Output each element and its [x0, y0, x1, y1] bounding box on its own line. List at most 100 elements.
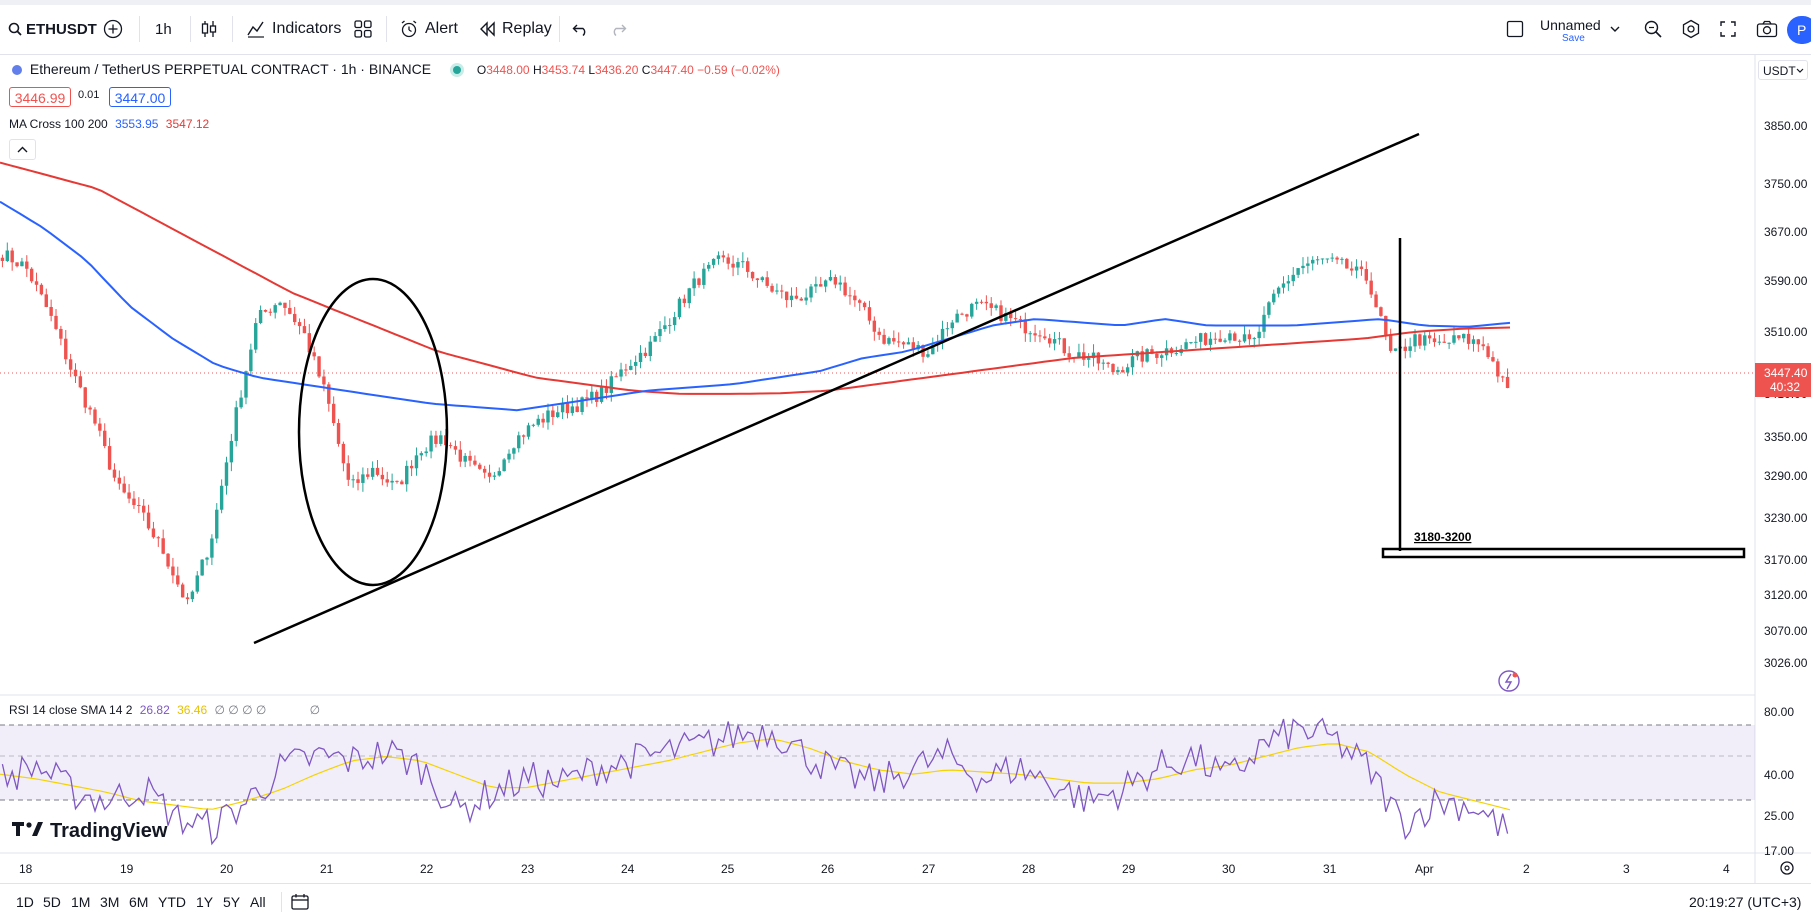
candle-body	[1403, 346, 1407, 351]
candle-body	[20, 261, 24, 267]
candle-body	[1476, 339, 1481, 345]
undo-icon	[572, 21, 590, 37]
calendar-icon	[290, 894, 310, 916]
sell-price-button[interactable]: 3446.99	[9, 87, 71, 107]
candle-body	[395, 480, 399, 482]
indicators-button[interactable]: Indicators	[246, 16, 341, 42]
candle-body	[1086, 358, 1091, 360]
clock-label[interactable]: 20:19:27 (UTC+3)	[1689, 894, 1802, 910]
plus-circle-icon	[103, 19, 123, 39]
range-button[interactable]: 5D	[43, 894, 61, 910]
candle-body	[258, 309, 263, 324]
candle-body	[1276, 287, 1281, 294]
candle-body	[224, 462, 229, 486]
symbol-title[interactable]: Ethereum / TetherUS PERPETUAL CONTRACT ·…	[29, 61, 432, 77]
candle-body	[1432, 338, 1437, 343]
range-button[interactable]: 1Y	[196, 894, 214, 910]
chart-canvas[interactable]: 3180-3200 3850.00 3750.00 3670.00 3590.0…	[0, 55, 1811, 883]
bottom-toolbar: 1D 5D 1M 3M 6M YTD 1Y 5Y All 20:19:27 (U…	[0, 883, 1811, 920]
candle-body	[156, 537, 161, 539]
candle-body	[741, 261, 745, 263]
candle-body	[531, 424, 536, 426]
layout-checkbox[interactable]	[1506, 16, 1524, 42]
buy-price-button[interactable]: 3447.00	[109, 87, 171, 107]
date-range-button[interactable]	[290, 892, 310, 917]
candle-body	[200, 559, 204, 576]
candle-body	[1028, 333, 1032, 335]
candle-body	[911, 342, 916, 350]
symbol-logo-icon	[12, 65, 22, 75]
candle-body	[122, 483, 126, 493]
candle-body	[327, 384, 331, 404]
candle-body	[633, 362, 638, 366]
date-tick: 20	[220, 862, 234, 876]
candle-body	[896, 341, 901, 343]
candle-body	[239, 397, 243, 408]
candle-body	[419, 453, 424, 456]
candle-body	[736, 262, 740, 268]
interval-button[interactable]: 1h	[155, 20, 172, 38]
tradingview-logo[interactable]: TradingView	[12, 820, 167, 843]
layout-name-button[interactable]: Unnamed Save	[1540, 17, 1608, 45]
candle-body	[1062, 338, 1067, 354]
range-button[interactable]: All	[250, 894, 266, 910]
toolbar-separator	[190, 16, 191, 42]
candle-body	[215, 509, 219, 539]
quick-search-button[interactable]	[1643, 16, 1663, 42]
range-button[interactable]: 6M	[129, 894, 149, 910]
trendline-drawing[interactable]	[253, 132, 1420, 645]
candle-body	[945, 328, 950, 330]
replay-label: Replay	[502, 20, 552, 37]
replay-button[interactable]: Replay	[478, 16, 552, 42]
range-button[interactable]: 3M	[100, 894, 120, 910]
range-button[interactable]: 1M	[71, 894, 91, 910]
symbol-search[interactable]: ETHUSDT	[8, 16, 97, 42]
price-axis[interactable]: 3850.00 3750.00 3670.00 3590.00 3510.00 …	[1764, 119, 1808, 858]
ma-200-line	[0, 161, 1511, 395]
candle-body	[950, 322, 954, 329]
currency-selector[interactable]: USDT	[1758, 60, 1808, 80]
range-button[interactable]: 5Y	[223, 894, 241, 910]
collapse-legend-button[interactable]	[9, 139, 36, 160]
lightning-icon[interactable]	[1498, 670, 1520, 692]
candle-body	[405, 465, 409, 485]
undo-button[interactable]	[572, 16, 590, 42]
publish-button[interactable]: P	[1787, 16, 1811, 44]
chart-type-button[interactable]	[199, 16, 219, 42]
settings-button[interactable]	[1681, 16, 1701, 42]
alert-button[interactable]: Alert	[399, 16, 458, 42]
layout-templates-button[interactable]	[353, 16, 373, 42]
candle-body	[1349, 268, 1354, 271]
range-button[interactable]: YTD	[158, 894, 186, 910]
layout-menu-button[interactable]	[1609, 16, 1621, 42]
fullscreen-button[interactable]	[1719, 16, 1737, 42]
time-axis[interactable]: 18 19 20 21 22 23 24 25 26 27 28 29 30 3…	[19, 862, 1730, 876]
axis-settings-icon[interactable]	[1780, 861, 1794, 875]
gear-icon	[1681, 19, 1701, 39]
ma-legend[interactable]: MA Cross 100 200 3553.95 3547.12	[9, 117, 209, 131]
symbol-label: ETHUSDT	[26, 20, 97, 38]
price-tick: 3290.00	[1764, 469, 1808, 483]
ellipse-drawing[interactable]	[297, 277, 449, 587]
candle-body	[858, 300, 862, 303]
candle-body	[132, 498, 136, 506]
candle-body	[1330, 257, 1334, 259]
redo-button[interactable]	[609, 16, 627, 42]
candle-body	[517, 435, 521, 449]
snapshot-button[interactable]	[1756, 16, 1778, 42]
low-value: 3436.20	[595, 63, 639, 77]
candle-body	[638, 352, 643, 363]
date-tick: Apr	[1415, 862, 1434, 876]
rsi-legend[interactable]: RSI 14 close SMA 14 2 26.82 36.46 ∅ ∅ ∅ …	[9, 703, 320, 717]
candle-body	[1442, 341, 1446, 343]
candle-body	[171, 566, 175, 576]
candle-body	[1198, 333, 1203, 342]
candle-body	[1466, 333, 1471, 344]
candle-body	[1047, 338, 1052, 344]
support-zone-rectangle[interactable]	[1381, 547, 1746, 559]
candle-body	[526, 425, 531, 437]
candle-body	[68, 359, 73, 370]
candle-body	[453, 446, 458, 450]
range-button[interactable]: 1D	[16, 894, 34, 910]
compare-symbol-button[interactable]	[103, 16, 123, 42]
